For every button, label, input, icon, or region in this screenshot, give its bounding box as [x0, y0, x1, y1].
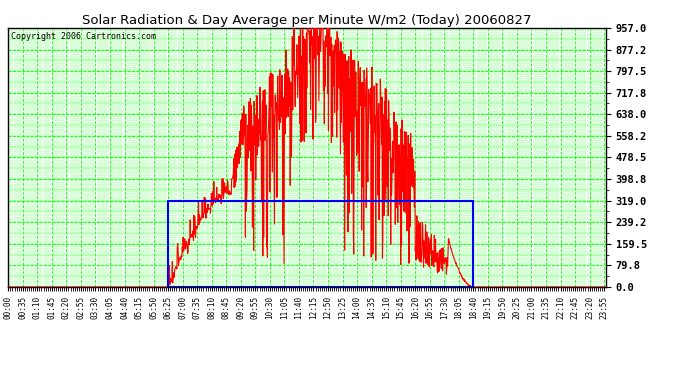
Title: Solar Radiation & Day Average per Minute W/m2 (Today) 20060827: Solar Radiation & Day Average per Minute… — [82, 14, 532, 27]
Text: Copyright 2006 Cartronics.com: Copyright 2006 Cartronics.com — [11, 32, 156, 41]
Bar — [168, 201, 473, 287]
